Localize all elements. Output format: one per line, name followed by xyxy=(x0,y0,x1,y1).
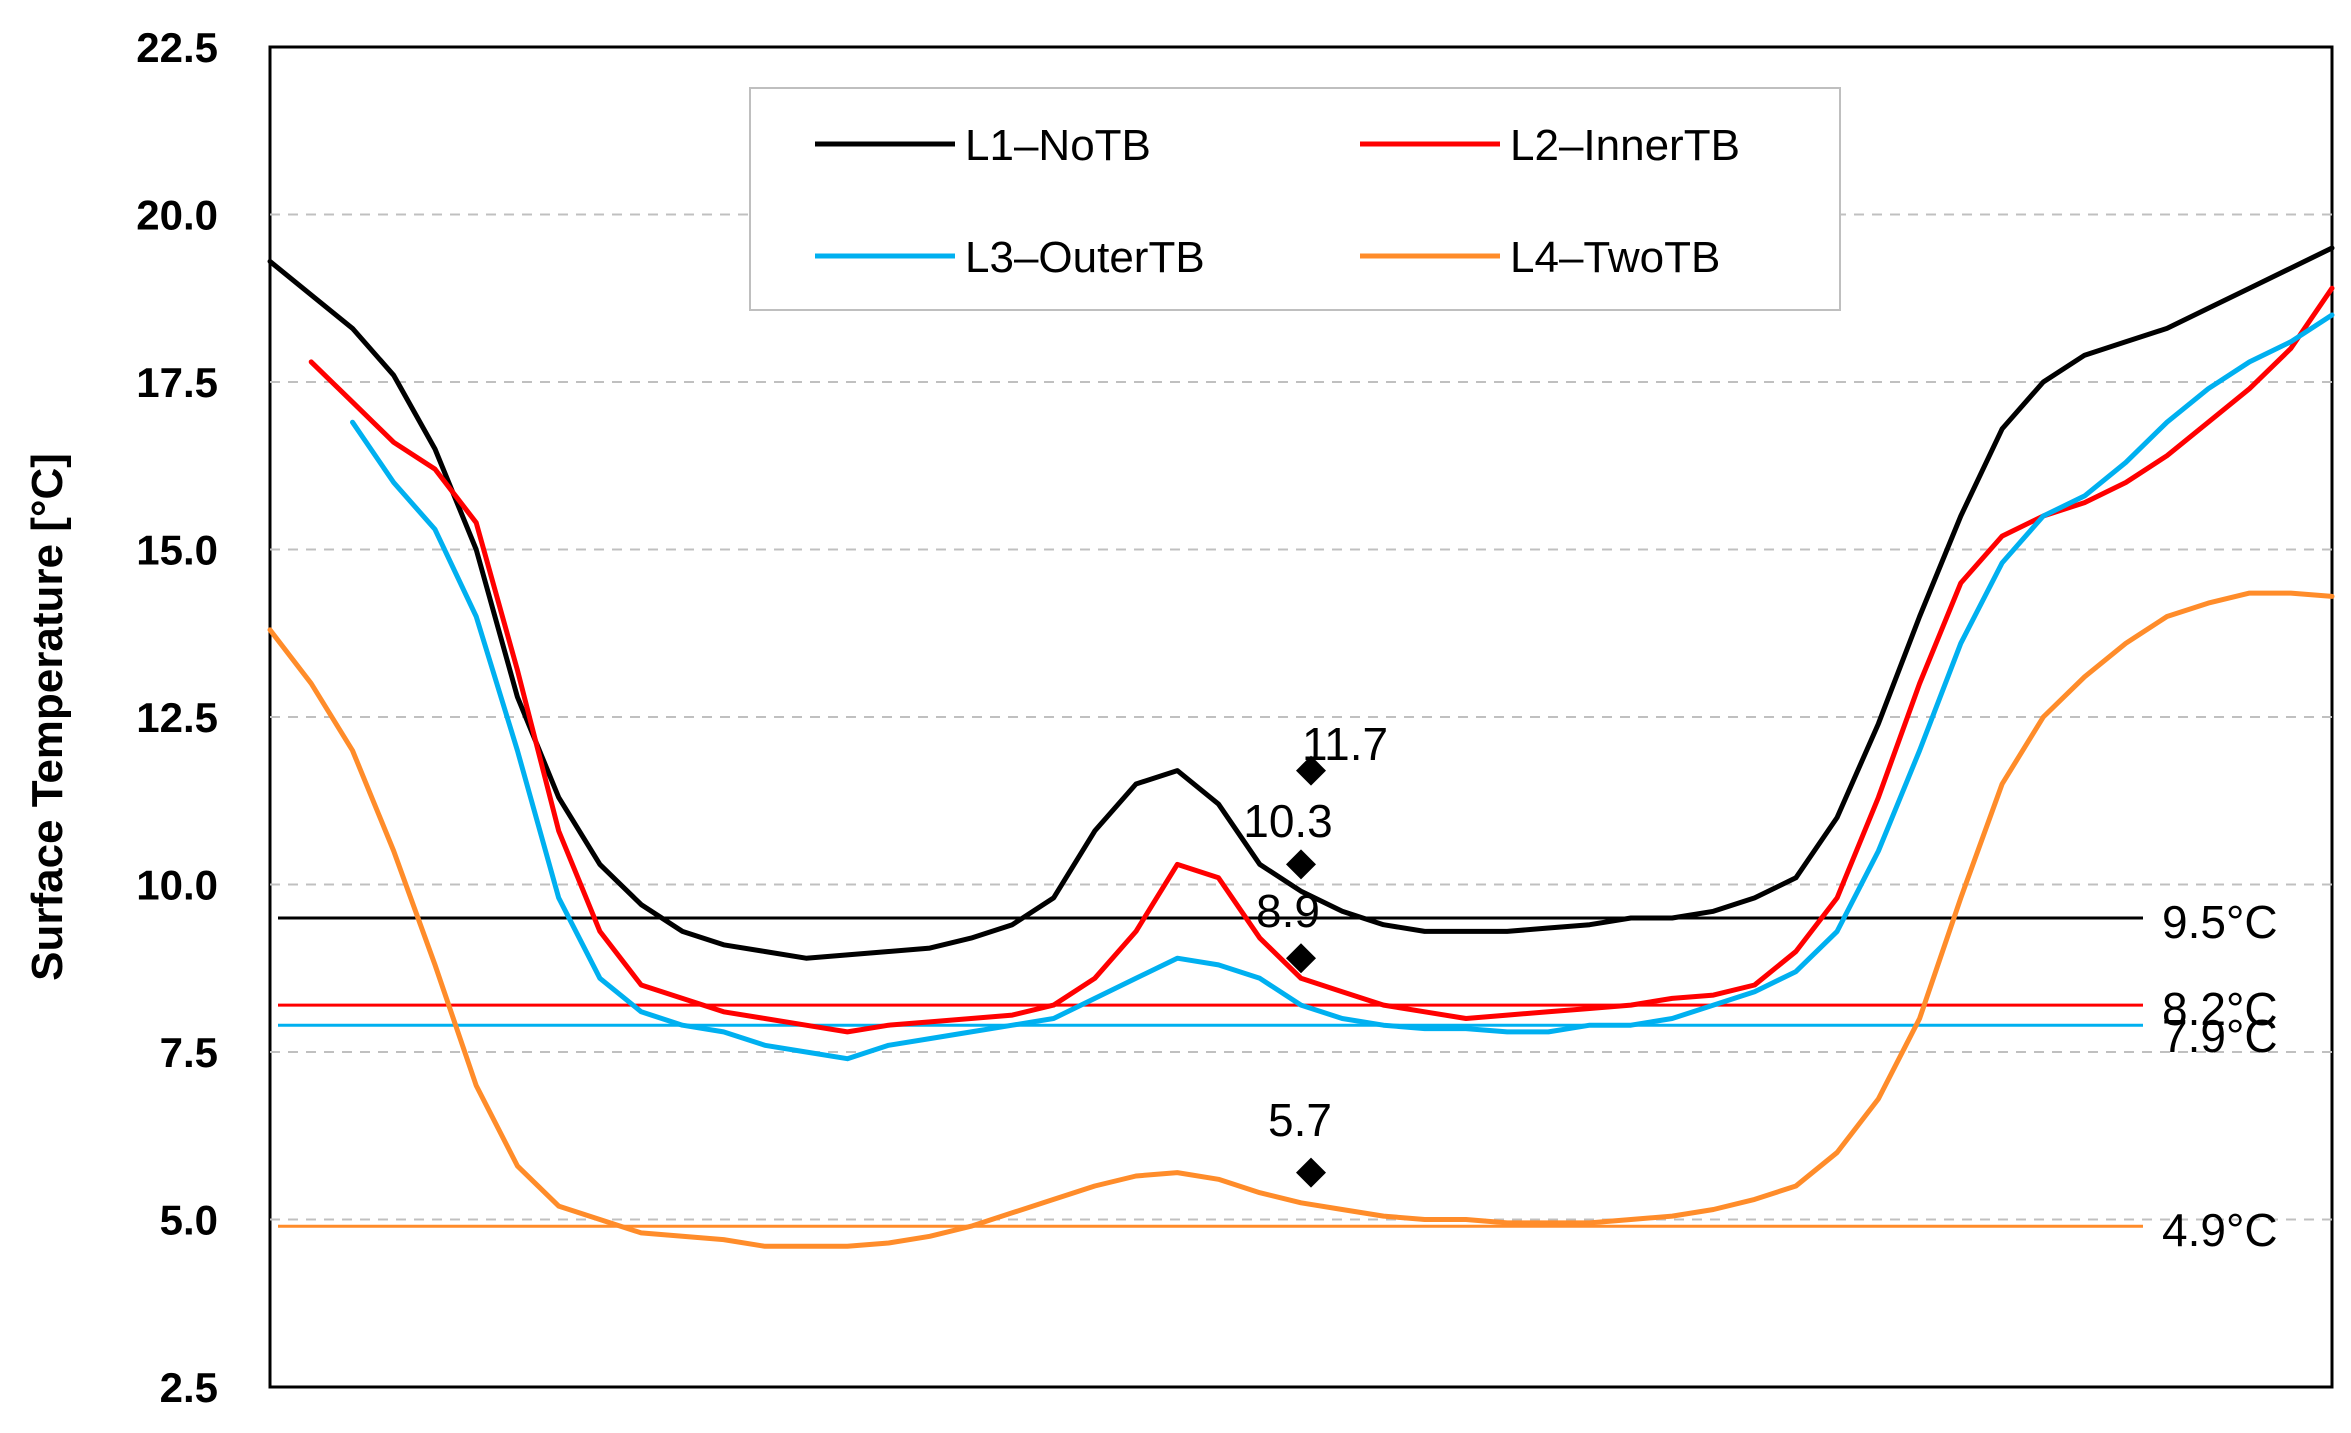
peak-label: 11.7 xyxy=(1302,718,1388,770)
legend-label: L4–TwoTB xyxy=(1510,233,1720,282)
y-tick-labels: 2.5 5.0 7.5 10.0 12.5 15.0 17.5 20.0 22.5 xyxy=(136,24,218,1411)
legend: L1–NoTB L2–InnerTB L3–OuterTB L4–TwoTB xyxy=(749,87,1841,311)
y-tick-label: 2.5 xyxy=(160,1364,218,1411)
legend-label: L3–OuterTB xyxy=(965,233,1205,282)
peak-marker xyxy=(1296,755,1326,786)
y-tick-label: 5.0 xyxy=(160,1197,218,1244)
y-axis-title: Surface Temperature [°C] xyxy=(23,453,72,981)
series-line-3 xyxy=(350,312,2335,1062)
reference-lines: 9.5°C 8.2°C7.9°C 4.9°C xyxy=(278,896,2278,1256)
peak-label: 8.9 xyxy=(1256,885,1320,937)
peak-label: 10.3 xyxy=(1243,795,1333,847)
series-line-4 xyxy=(267,590,2335,1249)
reference-line-label: 9.5°C xyxy=(2162,896,2278,948)
legend-label: L1–NoTB xyxy=(965,121,1151,170)
legend-box xyxy=(749,87,1841,311)
peak-marker xyxy=(1286,849,1316,880)
peak-marker xyxy=(1296,1157,1326,1188)
series-lines xyxy=(267,245,2335,1249)
peak-label: 5.7 xyxy=(1268,1094,1332,1146)
y-tick-label: 10.0 xyxy=(136,862,218,909)
series-line-2 xyxy=(308,285,2335,1035)
series-line-1 xyxy=(267,245,2335,961)
reference-line-label: 7.9°C xyxy=(2162,1010,2278,1062)
gridlines xyxy=(270,213,2332,1221)
reference-line-label: 4.9°C xyxy=(2162,1204,2278,1256)
legend-label: L2–InnerTB xyxy=(1510,121,1740,170)
y-tick-label: 15.0 xyxy=(136,527,218,574)
y-tick-label: 12.5 xyxy=(136,694,218,741)
peak-marker xyxy=(1286,943,1316,974)
peak-markers: 11.7 10.3 8.9 5.7 xyxy=(1243,718,1388,1188)
reference-line-label: 8.2°C xyxy=(2162,983,2278,1035)
y-tick-label: 20.0 xyxy=(136,192,218,239)
y-tick-label: 17.5 xyxy=(136,359,218,406)
y-tick-label: 22.5 xyxy=(136,24,218,71)
y-tick-label: 7.5 xyxy=(160,1029,218,1076)
